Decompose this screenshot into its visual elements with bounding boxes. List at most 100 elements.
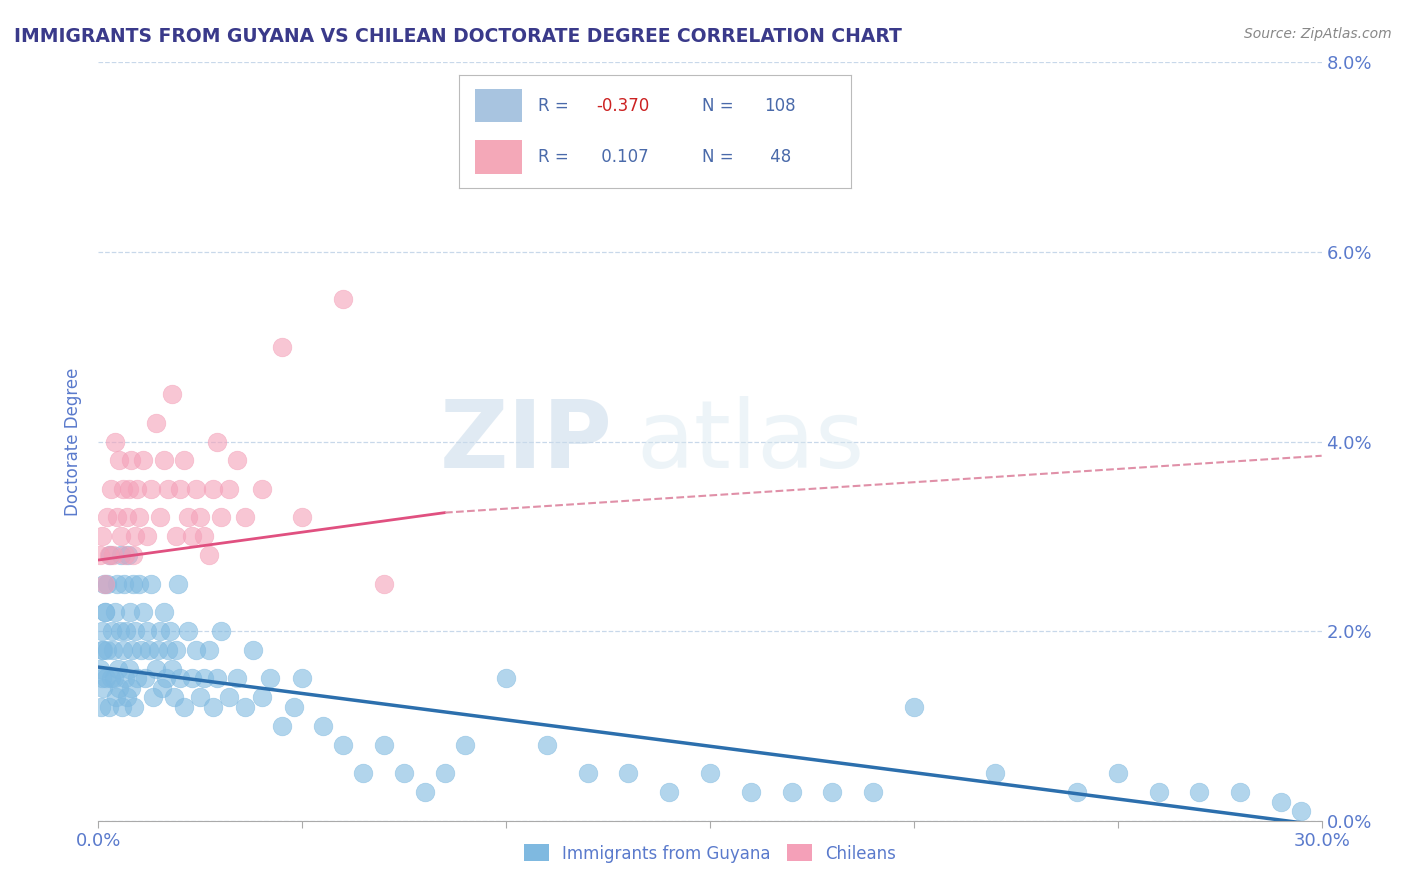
Point [96,643,118,657]
Point [1270,795,1292,809]
Point [193,672,215,686]
Point [270,719,294,733]
Point [617,766,640,780]
Point [100,672,122,686]
Point [112,576,135,591]
Point [103,672,125,686]
Point [136,529,159,543]
Point [89,548,111,563]
Point [136,624,159,639]
Point [160,387,183,401]
Point [373,738,395,752]
Point [122,548,145,563]
Point [108,681,131,695]
Point [270,340,294,354]
Point [226,672,249,686]
Point [226,453,249,467]
Point [1147,785,1170,799]
Point [862,785,884,799]
Point [120,681,142,695]
Point [134,672,156,686]
Point [93,576,115,591]
Point [141,482,163,496]
Point [124,624,146,639]
Point [138,643,160,657]
Point [413,785,436,799]
Point [156,643,179,657]
Point [201,482,224,496]
Point [165,643,187,657]
Point [114,672,136,686]
Point [259,672,281,686]
Point [433,766,456,780]
Point [332,738,354,752]
Point [205,434,228,449]
Point [173,453,195,467]
Point [233,699,256,714]
Point [159,624,181,639]
Point [120,605,142,619]
Point [250,690,273,705]
Point [250,482,273,496]
Point [107,662,129,676]
Point [146,643,169,657]
Point [96,510,118,524]
Point [152,453,174,467]
Point [1229,785,1251,799]
Point [197,643,219,657]
Point [120,453,142,467]
Point [312,719,335,733]
Point [110,529,132,543]
Point [186,643,208,657]
Point [373,576,395,591]
Point [127,672,149,686]
Point [93,576,115,591]
Point [142,690,165,705]
Point [169,672,191,686]
Point [1107,766,1129,780]
Point [91,672,114,686]
Point [132,453,155,467]
Point [110,548,132,563]
Point [205,672,228,686]
Point [177,510,200,524]
Point [167,576,190,591]
Y-axis label: Doctorate Degree: Doctorate Degree [65,368,83,516]
Point [122,576,145,591]
Point [121,643,143,657]
Point [163,690,186,705]
Point [193,529,215,543]
Point [352,766,374,780]
Point [91,529,114,543]
Text: IMMIGRANTS FROM GUYANA VS CHILEAN DOCTORATE DEGREE CORRELATION CHART: IMMIGRANTS FROM GUYANA VS CHILEAN DOCTOR… [14,27,901,45]
Point [160,662,183,676]
Point [152,605,174,619]
Point [1291,804,1313,818]
Point [1066,785,1088,799]
Point [117,548,139,563]
Point [145,662,167,676]
Point [780,785,803,799]
Point [150,681,173,695]
Point [156,482,179,496]
Point [91,643,114,657]
Point [108,624,131,639]
Point [149,624,172,639]
Point [177,624,200,639]
Text: ZIP: ZIP [439,395,612,488]
Point [94,605,117,619]
Point [105,576,128,591]
Point [454,738,477,752]
Point [495,672,517,686]
Point [149,510,172,524]
Point [1188,785,1211,799]
Text: Source: ZipAtlas.com: Source: ZipAtlas.com [1244,27,1392,41]
Point [658,785,681,799]
Point [98,548,121,563]
Point [124,699,146,714]
Point [90,643,112,657]
Point [173,699,195,714]
Point [114,548,136,563]
Point [111,643,134,657]
Point [111,699,134,714]
